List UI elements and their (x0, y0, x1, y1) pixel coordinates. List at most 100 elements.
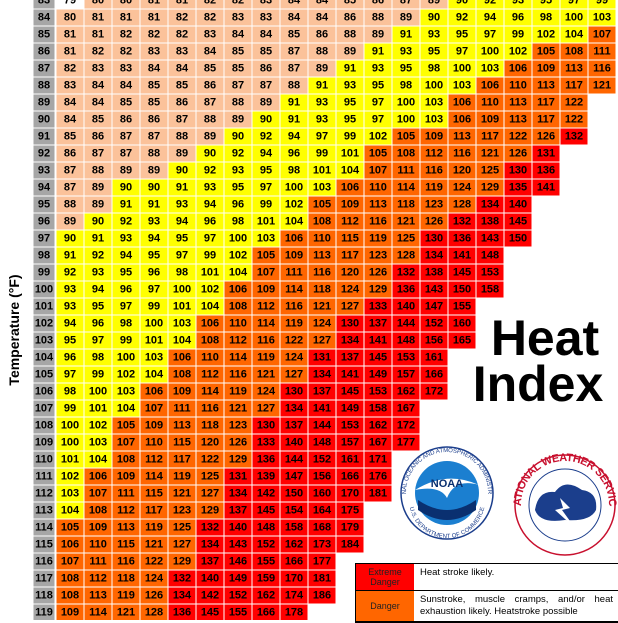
heat-value: 116 (285, 301, 303, 313)
heat-cell (587, 76, 617, 95)
heat-value: 87 (204, 97, 216, 109)
heat-value: 117 (145, 505, 163, 517)
heat-value: 155 (453, 301, 471, 313)
heat-value: 81 (148, 12, 160, 24)
heat-value: 184 (341, 539, 360, 551)
heat-value: 118 (201, 420, 219, 432)
heat-value: 143 (481, 233, 499, 245)
heat-value: 80 (92, 0, 104, 7)
heat-value: 113 (89, 590, 107, 602)
heat-value: 146 (229, 556, 247, 568)
heat-value: 109 (145, 420, 163, 432)
heat-value: 129 (173, 556, 191, 568)
heat-value: 134 (481, 199, 500, 211)
heat-value: 112 (341, 216, 359, 228)
heat-value: 104 (61, 505, 80, 517)
heat-value: 82 (64, 63, 76, 75)
heat-value: 85 (148, 97, 160, 109)
heat-value: 114 (397, 182, 416, 194)
heat-value: 116 (229, 369, 247, 381)
heat-value: 121 (173, 488, 191, 500)
heat-value: 158 (285, 522, 303, 534)
heat-value: 88 (288, 80, 300, 92)
heat-value: 93 (428, 29, 440, 41)
heat-value: 96 (148, 267, 160, 279)
heat-value: 82 (176, 12, 188, 24)
heat-value: 123 (173, 505, 191, 517)
heat-value: 152 (313, 454, 331, 466)
heat-value: 101 (173, 301, 191, 313)
heat-value: 167 (397, 403, 415, 415)
noaa-bird (415, 478, 479, 498)
heat-cell (335, 535, 365, 554)
nws-bolt (555, 498, 575, 528)
heat-value: 122 (565, 114, 583, 126)
heat-value: 116 (117, 556, 135, 568)
heat-value: 124 (453, 182, 472, 194)
heat-value: 112 (229, 335, 247, 347)
heat-value: 96 (204, 216, 216, 228)
heat-value: 137 (369, 318, 387, 330)
heat-value: 111 (285, 267, 302, 279)
temp-label: 93 (38, 165, 50, 177)
heat-value: 91 (372, 46, 384, 58)
heat-value: 103 (173, 318, 191, 330)
heat-value: 92 (204, 165, 216, 177)
heat-value: 92 (456, 12, 468, 24)
heat-value: 87 (120, 148, 132, 160)
temp-label: 111 (35, 471, 52, 483)
heat-value: 104 (341, 165, 360, 177)
heat-value: 107 (117, 437, 135, 449)
heat-value: 101 (89, 403, 107, 415)
heat-value: 95 (372, 80, 384, 92)
heat-value: 84 (64, 114, 77, 126)
heat-value: 121 (229, 403, 247, 415)
heat-value: 99 (316, 148, 328, 160)
heat-value: 153 (369, 386, 387, 398)
heat-value: 87 (92, 148, 104, 160)
heat-value: 124 (313, 318, 332, 330)
heat-value: 118 (117, 573, 135, 585)
heat-value: 102 (509, 46, 527, 58)
heat-value: 148 (313, 437, 331, 449)
heat-value: 86 (204, 80, 216, 92)
heat-cell (503, 229, 533, 248)
heat-value: 85 (232, 46, 244, 58)
heat-value: 100 (173, 284, 191, 296)
heat-value: 101 (61, 454, 79, 466)
heat-value: 109 (117, 471, 135, 483)
heat-value: 128 (397, 250, 415, 262)
heat-value: 93 (400, 46, 412, 58)
heat-value: 145 (369, 352, 387, 364)
heat-value: 138 (481, 216, 499, 228)
heat-value: 100 (481, 46, 499, 58)
heat-value: 134 (313, 369, 332, 381)
heat-value: 172 (425, 386, 443, 398)
heat-value: 109 (341, 199, 359, 211)
heat-value: 89 (232, 114, 244, 126)
temp-label: 110 (35, 454, 53, 466)
heat-value: 116 (425, 165, 443, 177)
heat-value: 86 (64, 148, 76, 160)
heat-value: 140 (285, 437, 303, 449)
heat-value: 84 (64, 97, 77, 109)
heat-value: 95 (176, 233, 188, 245)
legend-row: Danger Sunstroke, muscle cramps, and/or h… (356, 591, 618, 622)
heat-value: 100 (117, 352, 135, 364)
legend-swatch: Danger (356, 591, 414, 621)
heat-value: 95 (456, 29, 468, 41)
heat-value: 156 (313, 471, 331, 483)
heat-value: 137 (285, 420, 303, 432)
heat-value: 123 (369, 250, 387, 262)
heat-value: 94 (260, 148, 273, 160)
heat-value: 95 (92, 301, 104, 313)
heat-value: 84 (288, 12, 301, 24)
heat-value: 124 (145, 573, 164, 585)
heat-value: 113 (173, 420, 191, 432)
heat-value: 143 (425, 284, 443, 296)
heat-value: 97 (120, 301, 132, 313)
heat-value: 97 (204, 233, 216, 245)
heat-value: 83 (92, 63, 104, 75)
heat-value: 126 (537, 131, 555, 143)
heat-value: 134 (425, 250, 444, 262)
